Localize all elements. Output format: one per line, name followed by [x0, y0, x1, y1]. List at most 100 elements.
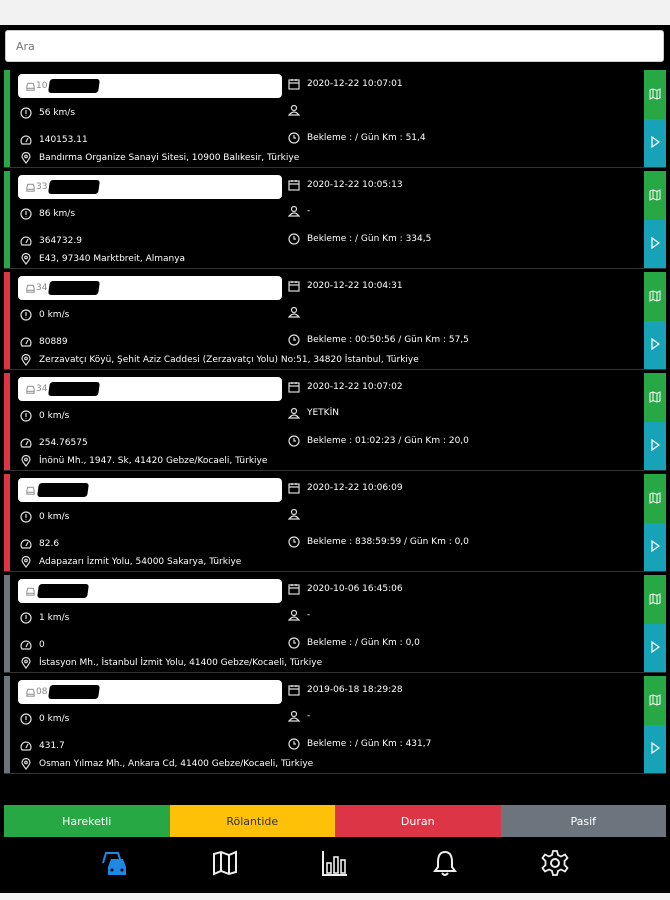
show-on-map-button[interactable]: [644, 171, 666, 220]
odometer-icon: [20, 336, 32, 348]
status-filter-idle[interactable]: Rölantide: [169, 805, 335, 837]
show-on-map-button[interactable]: [644, 272, 666, 321]
calendar-icon: [288, 179, 300, 191]
calendar-icon: [288, 381, 300, 393]
vehicle-card[interactable]: 10 2020-12-22 10:07:01 56 km/s 140153.11 Bek…: [4, 70, 666, 168]
nav-vehicles[interactable]: [95, 843, 135, 883]
address-text: E43, 97340 Marktbreit, Almanya: [39, 254, 186, 264]
idle-info-text: Bekleme : / Gün Km : 334,5: [307, 234, 432, 244]
playback-button[interactable]: [644, 421, 666, 470]
redaction: [48, 281, 101, 295]
clock-icon: [288, 132, 300, 144]
datetime: 2020-12-22 10:07:01: [288, 78, 403, 90]
clock-icon: [288, 334, 300, 346]
speed-text: 0 km/s: [39, 411, 70, 421]
speed: 0 km/s: [20, 309, 69, 321]
play-icon: [650, 739, 661, 758]
status-filter-moving[interactable]: Hareketli: [4, 805, 170, 837]
play-icon: [650, 537, 661, 556]
plate-text: 10: [36, 81, 48, 91]
odometer: 431.7: [20, 740, 65, 752]
map-icon: [649, 186, 661, 205]
speed-text: 1 km/s: [39, 613, 70, 623]
vehicle-card[interactable]: 2020-12-22 10:06:09 0 km/s 82.6 Bekleme : 8…: [4, 474, 666, 572]
play-icon: [650, 436, 661, 455]
idle-info-text: Bekleme : 01:02:23 / Gün Km : 20,0: [307, 436, 469, 446]
odometer-text: 0: [39, 640, 45, 650]
status-filter-stopped[interactable]: Duran: [335, 805, 501, 837]
plate-field[interactable]: [18, 579, 282, 603]
playback-button[interactable]: [644, 320, 666, 369]
user-icon: [288, 710, 300, 722]
show-on-map-button[interactable]: [644, 474, 666, 523]
odometer-text: 364732.9: [39, 236, 82, 246]
idle-info-text: Bekleme : 00:50:56 / Gün Km : 57,5: [307, 335, 469, 345]
plate-text: 34: [36, 283, 48, 293]
odometer-text: 140153.11: [39, 135, 88, 145]
vehicle-card[interactable]: 33 2020-12-22 10:05:13 86 km/s - 364732.9 Bek…: [4, 171, 666, 269]
speed-text: 86 km/s: [39, 209, 76, 219]
search-input[interactable]: [5, 30, 664, 62]
clock-icon: [288, 637, 300, 649]
clock-icon: [288, 738, 300, 750]
clock-icon: [288, 536, 300, 548]
address: İnönü Mh., 1947. Sk, 41420 Gebze/Kocaeli…: [20, 455, 267, 467]
location-pin-icon: [20, 354, 32, 366]
address-text: İnönü Mh., 1947. Sk, 41420 Gebze/Kocaeli…: [39, 456, 268, 466]
idle-info: Bekleme : / Gün Km : 0,0: [288, 637, 420, 649]
odometer-text: 82.6: [39, 539, 60, 549]
redaction: [48, 180, 101, 194]
speed: 0 km/s: [20, 410, 69, 422]
nav-bell[interactable]: [425, 843, 465, 883]
app: 10 2020-12-22 10:07:01 56 km/s 140153.11 Bek…: [0, 25, 670, 893]
map-icon: [649, 489, 661, 508]
playback-button[interactable]: [644, 623, 666, 672]
datetime: 2020-10-06 16:45:06: [288, 583, 403, 595]
status-filter-passive[interactable]: Pasif: [500, 805, 666, 837]
nav-map[interactable]: [205, 843, 245, 883]
card-actions: [644, 575, 666, 672]
vehicle-card[interactable]: 08 2019-06-18 18:29:28 0 km/s - 431.7 Bekleme…: [4, 676, 666, 774]
gear-icon: [535, 849, 575, 877]
speed-text: 0 km/s: [39, 310, 70, 320]
redaction: [48, 79, 101, 93]
plate-field[interactable]: 08: [18, 680, 282, 704]
plate-field[interactable]: [18, 478, 282, 502]
driver-text: -: [307, 206, 311, 216]
odometer-icon: [20, 134, 32, 146]
playback-button[interactable]: [644, 724, 666, 773]
odometer-text: 431.7: [39, 741, 65, 751]
show-on-map-button[interactable]: [644, 373, 666, 422]
clock-icon: [288, 435, 300, 447]
plate-field[interactable]: 33: [18, 175, 282, 199]
nav-gear[interactable]: [535, 843, 575, 883]
plate-field[interactable]: 34: [18, 276, 282, 300]
vehicle-card[interactable]: 34 2020-12-22 10:07:02 0 km/s YETKİN 254.765…: [4, 373, 666, 471]
plate-field[interactable]: 10: [18, 74, 282, 98]
datetime-text: 2020-12-22 10:06:09: [307, 483, 403, 493]
car-icon: [24, 181, 36, 193]
show-on-map-button[interactable]: [644, 676, 666, 725]
nav-chart[interactable]: [315, 843, 355, 883]
vehicle-card[interactable]: 34 2020-12-22 10:04:31 0 km/s 80889 Bekleme …: [4, 272, 666, 370]
card-actions: [644, 272, 666, 369]
playback-button[interactable]: [644, 522, 666, 571]
map-icon: [649, 590, 661, 609]
card-actions: [644, 373, 666, 470]
user-icon: [288, 407, 300, 419]
card-actions: [644, 676, 666, 773]
map-icon: [649, 287, 661, 306]
vehicle-card[interactable]: 2020-10-06 16:45:06 1 km/s - 0 Bekleme : / G…: [4, 575, 666, 673]
datetime: 2020-12-22 10:07:02: [288, 381, 403, 393]
datetime: 2019-06-18 18:29:28: [288, 684, 403, 696]
show-on-map-button[interactable]: [644, 70, 666, 119]
bell-icon: [425, 849, 465, 877]
odometer-icon: [20, 235, 32, 247]
plate-field[interactable]: 34: [18, 377, 282, 401]
playback-button[interactable]: [644, 118, 666, 167]
speed-icon: [20, 713, 32, 725]
datetime: 2020-12-22 10:04:31: [288, 280, 403, 292]
playback-button[interactable]: [644, 219, 666, 268]
show-on-map-button[interactable]: [644, 575, 666, 624]
car-icon: [24, 383, 36, 395]
